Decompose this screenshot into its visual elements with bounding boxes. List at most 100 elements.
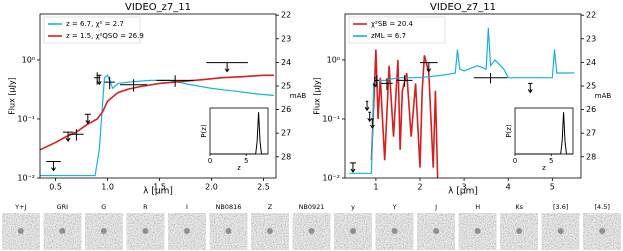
y-axis-label: Flux [μJy]	[8, 77, 17, 115]
stamp-source	[516, 228, 523, 234]
stamp-label: Y+J	[14, 203, 26, 211]
legend-box	[43, 16, 141, 44]
y-tick-label: 10⁻²	[322, 174, 340, 183]
stamp-source	[142, 228, 149, 234]
stamp-label: H	[475, 203, 480, 211]
stamp-source	[17, 228, 24, 234]
stamp-image	[43, 213, 82, 250]
stamp-image	[375, 213, 414, 250]
y2-axis-label: mAB	[290, 92, 307, 100]
stamp-source	[350, 228, 357, 234]
stamp-source	[599, 228, 606, 234]
x-tick-label: 2	[417, 183, 422, 192]
upper-limit	[527, 82, 533, 94]
sed-line	[370, 49, 439, 178]
stamp-image	[2, 213, 40, 250]
inset-x-label: z	[542, 164, 546, 172]
photometry-point	[396, 75, 413, 87]
photometry-point	[69, 129, 84, 141]
y2-tick-label: 24	[586, 58, 596, 67]
inset-x-tick-label: 5	[244, 157, 248, 165]
y2-tick-label: 26	[586, 105, 596, 114]
stamp-label: Ks	[515, 203, 523, 211]
stamp-source	[474, 228, 481, 234]
stamp-label: Y	[392, 203, 397, 211]
plot-area	[349, 27, 575, 178]
y2-tick-label: 28	[281, 152, 291, 161]
plot-frame	[39, 13, 277, 179]
stamp-label: I	[186, 203, 188, 211]
stamp-label: Z	[268, 203, 273, 211]
stamp-label: NB0816	[215, 203, 241, 211]
x-tick-label: 5	[550, 183, 555, 192]
upper-limit	[419, 62, 438, 73]
upper-limit	[46, 161, 61, 172]
stamp-image	[500, 213, 538, 250]
stamp-image	[209, 213, 248, 250]
stamp-label: [3.6]	[553, 203, 568, 211]
stamp-label: NB0921	[299, 203, 325, 211]
y2-tick-label: 25	[281, 81, 291, 90]
stamp-image	[417, 213, 455, 250]
y2-tick-label: 22	[586, 11, 596, 20]
y-axis-label: Flux [μJy]	[313, 77, 322, 115]
inset-x-tick-label: 0	[513, 157, 517, 165]
stamp-image	[541, 213, 580, 250]
sed-line	[349, 27, 575, 174]
x-tick-label: 0.5	[49, 183, 62, 192]
plot-frame	[344, 13, 582, 179]
x-tick-label: 2.5	[257, 183, 270, 192]
photometry-point	[156, 75, 194, 87]
x-tick-label: 2.0	[205, 183, 218, 192]
upper-limit	[349, 162, 357, 173]
upper-limit	[369, 118, 375, 129]
inset-x-label: z	[237, 164, 241, 172]
legend-box	[348, 16, 446, 44]
upper-limit	[367, 111, 373, 123]
stamp-source	[391, 228, 398, 234]
stamp-label: [4.5]	[595, 203, 610, 211]
chart-title: VIDEO_z7_11	[430, 2, 496, 13]
y-tick-label: 10⁰	[22, 55, 35, 64]
upper-limit	[62, 131, 74, 142]
x-tick-label: 1.0	[101, 183, 114, 192]
y-tick-label: 10⁰	[327, 55, 340, 64]
x-tick-label: 1.5	[153, 183, 166, 192]
inset-x-tick-label: 5	[549, 157, 553, 165]
stamp-image	[85, 213, 123, 250]
pz-line	[210, 112, 268, 155]
plot-area	[40, 62, 274, 177]
stamp-source	[100, 228, 107, 234]
stamp-image	[168, 213, 206, 250]
y2-tick-label: 28	[586, 152, 596, 161]
legend-label: zML = 6.7	[371, 32, 406, 40]
upper-limit	[364, 100, 370, 112]
y2-tick-label: 23	[586, 34, 596, 43]
inset-x-tick-label: 0	[208, 157, 212, 165]
stamp-image	[334, 213, 372, 250]
x-tick-label: 1	[373, 183, 378, 192]
y2-axis-label: mAB	[595, 92, 612, 100]
y-tick-label: 10⁻²	[17, 174, 35, 183]
y2-tick-label: 25	[586, 81, 596, 90]
x-tick-label: 4	[506, 183, 511, 192]
stamp-source	[59, 228, 66, 234]
y2-tick-label: 22	[281, 11, 291, 20]
stamp-image	[458, 213, 497, 250]
stamp-image	[292, 213, 331, 250]
y-tick-label: 10⁻¹	[322, 114, 340, 123]
stamp-source	[308, 228, 315, 234]
stamp-image	[126, 213, 165, 250]
sed-line	[40, 74, 274, 151]
y2-tick-label: 27	[586, 129, 596, 138]
y2-tick-label: 26	[281, 105, 291, 114]
pz-line	[515, 112, 573, 155]
inset-y-label: P(z)	[505, 124, 513, 138]
y2-tick-label: 24	[281, 58, 291, 67]
legend-label: χ²SB = 20.4	[371, 20, 414, 28]
stamp-label: R	[143, 203, 148, 211]
stamp-source	[433, 228, 440, 234]
stamp-source	[557, 228, 564, 234]
inset-y-label: P(z)	[200, 124, 208, 138]
